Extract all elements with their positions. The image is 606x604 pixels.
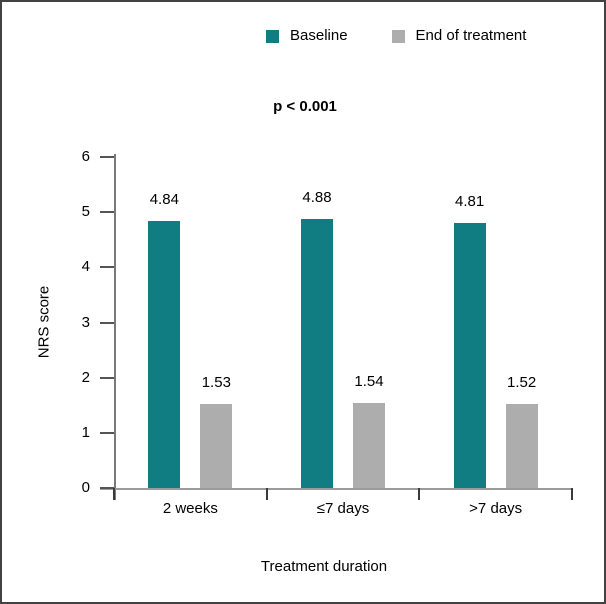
y-axis-tick: [100, 487, 114, 489]
bar-end-of-treatment--7-days: [353, 403, 385, 488]
y-axis-tick-label: 5: [81, 203, 90, 221]
x-axis-tick: [265, 488, 268, 500]
y-axis-tick: [100, 211, 114, 214]
legend: Baseline End of treatment: [266, 28, 526, 44]
y-axis-tick: [100, 156, 114, 158]
x-axis-line: [100, 488, 572, 490]
x-axis-tick: [418, 488, 421, 500]
y-axis-tick: [100, 266, 114, 269]
y-axis-tick-label: 2: [81, 368, 90, 386]
legend-swatch-baseline-icon: [266, 29, 279, 43]
y-axis-tick-label: 3: [81, 313, 90, 331]
y-axis-tick-label: 1: [81, 423, 90, 441]
bar-value-label: 1.52: [507, 374, 537, 391]
x-axis-category-label: ≤7 days: [316, 500, 370, 517]
legend-swatch-end-of-treatment-icon: [391, 29, 405, 43]
x-axis-category-label: 2 weeks: [162, 500, 218, 517]
y-axis-line: [114, 154, 116, 500]
bar-value-label: 4.81: [455, 193, 485, 210]
bar-value-label: 4.84: [149, 191, 179, 208]
y-axis-tick: [100, 376, 114, 379]
legend-item-end-of-treatment: End of treatment: [391, 27, 527, 44]
bar-end-of-treatment-2-weeks: [200, 404, 233, 488]
x-axis-title: Treatment duration: [260, 558, 388, 575]
bar-value-label: 1.54: [354, 373, 384, 390]
bar-value-label: 4.88: [302, 189, 332, 206]
bar-value-label: 1.53: [201, 374, 231, 391]
bar-baseline-2-weeks: [148, 221, 181, 488]
y-axis-tick-label: 0: [81, 479, 90, 496]
y-axis-tick-label: 4: [81, 258, 90, 276]
y-axis-tick-label: 6: [81, 148, 90, 165]
bar-baseline--7-days: [453, 223, 486, 488]
p-value-annotation: p < 0.001: [273, 98, 337, 115]
bar-baseline--7-days: [301, 219, 333, 488]
legend-item-baseline: Baseline: [266, 28, 348, 44]
x-axis-category-label: >7 days: [469, 500, 523, 517]
x-axis-tick: [113, 488, 115, 500]
legend-label-end-of-treatment: End of treatment: [415, 27, 527, 44]
x-axis-tick: [571, 488, 573, 500]
y-axis-tick: [100, 321, 114, 324]
legend-label-baseline: Baseline: [290, 27, 348, 44]
y-axis-tick: [100, 431, 114, 434]
bar-end-of-treatment--7-days: [505, 404, 538, 488]
